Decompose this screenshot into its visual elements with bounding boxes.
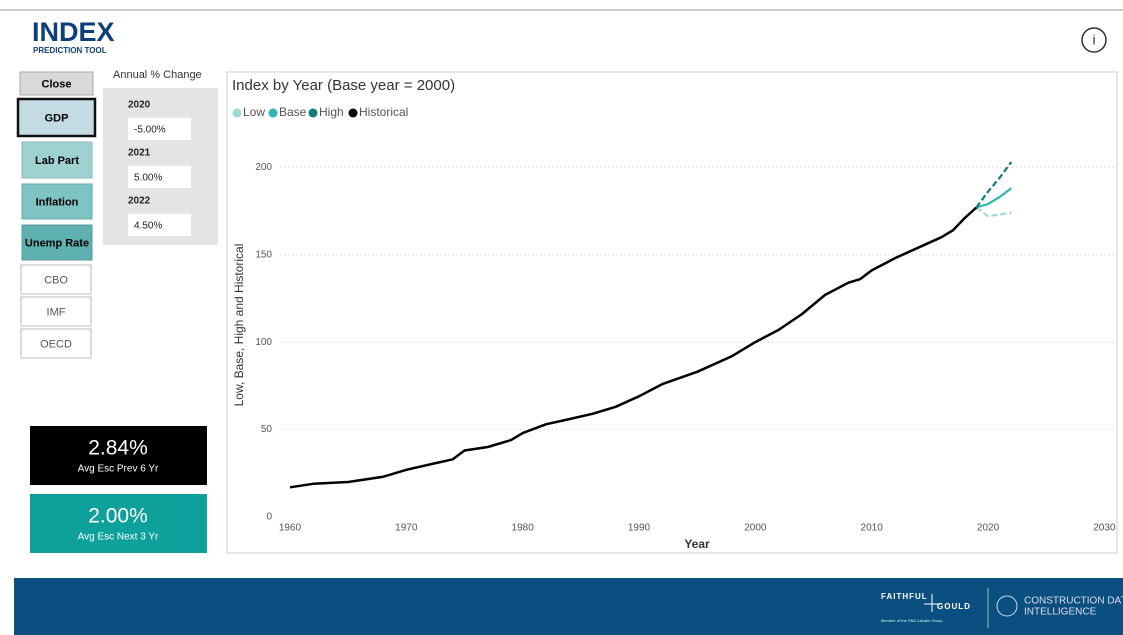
footer-brand: GOULD xyxy=(937,602,971,611)
button[interactable] xyxy=(20,264,92,295)
button-label: GDP xyxy=(45,112,69,124)
legend-marker xyxy=(232,108,242,118)
x-tick-label: 2000 xyxy=(744,523,767,534)
footer-brain-icon xyxy=(996,595,1018,617)
logo-sub: PREDICTION TOOL xyxy=(33,46,107,55)
x-tick-label: 2030 xyxy=(1093,523,1116,534)
y-tick-label: 200 xyxy=(255,162,272,173)
button[interactable] xyxy=(20,296,92,327)
x-tick-label: 1970 xyxy=(395,523,418,534)
x-tick-label: 1990 xyxy=(628,523,651,534)
legend-label: High xyxy=(319,105,344,119)
value-input[interactable] xyxy=(128,166,191,188)
button[interactable] xyxy=(21,224,93,261)
kpi-value: 2.00% xyxy=(88,505,148,528)
series-line xyxy=(975,206,1012,218)
value-input-text: 5.00% xyxy=(134,173,162,184)
button-label: OECD xyxy=(40,338,72,350)
info-icon-glyph: i xyxy=(1092,32,1095,48)
legend-marker xyxy=(348,108,358,118)
button-label: CBO xyxy=(44,274,68,286)
x-tick-label: 1980 xyxy=(512,523,535,534)
annual-title: Annual % Change xyxy=(113,69,202,81)
value-input-text: -5.00% xyxy=(134,125,166,136)
info-icon[interactable] xyxy=(1081,27,1107,53)
year-label: 2022 xyxy=(128,196,151,207)
footer-brand: CONSTRUCTION DATA xyxy=(1024,596,1123,607)
kpi-value: 2.84% xyxy=(88,437,148,460)
year-label: 2020 xyxy=(128,100,151,111)
y-tick-label: 0 xyxy=(266,512,272,523)
footer-note: Member of the SNC-Lavalin Group xyxy=(881,618,943,623)
kpi-card xyxy=(30,494,207,553)
button[interactable] xyxy=(19,71,94,96)
x-tick-label: 2010 xyxy=(861,523,884,534)
year-label: 2021 xyxy=(128,148,151,159)
series-line xyxy=(976,187,1012,209)
kpi-card xyxy=(30,426,207,485)
logo: INDEX xyxy=(32,17,115,47)
footer-brand: FAITHFUL xyxy=(881,592,928,601)
button-label: Lab Part xyxy=(35,155,79,167)
y-axis-label: Low, Base, High and Historical xyxy=(232,244,246,407)
value-input[interactable] xyxy=(128,214,191,236)
legend-label: Low xyxy=(243,105,265,119)
series-line xyxy=(975,161,1013,209)
footer xyxy=(14,578,1123,635)
legend-marker xyxy=(268,108,278,118)
value-input[interactable] xyxy=(128,118,191,140)
legend-label: Base xyxy=(279,105,307,119)
legend-marker xyxy=(308,108,318,118)
y-tick-label: 150 xyxy=(255,249,272,260)
series-line xyxy=(289,206,978,489)
footer-brand: INTELLIGENCE xyxy=(1024,607,1097,618)
button-label: Close xyxy=(42,78,72,90)
button[interactable] xyxy=(21,141,93,179)
button-label: Unemp Rate xyxy=(25,237,89,249)
button[interactable] xyxy=(20,328,92,359)
button-label: Inflation xyxy=(36,196,79,208)
x-tick-label: 1960 xyxy=(279,523,302,534)
button-label: IMF xyxy=(47,306,66,318)
x-axis-label: Year xyxy=(684,537,710,551)
legend-label: Historical xyxy=(359,105,408,119)
chart-title: Index by Year (Base year = 2000) xyxy=(232,77,455,94)
button[interactable] xyxy=(16,97,97,138)
x-tick-label: 2020 xyxy=(977,523,1000,534)
kpi-label: Avg Esc Prev 6 Yr xyxy=(78,464,159,475)
value-input-text: 4.50% xyxy=(134,221,162,232)
kpi-label: Avg Esc Next 3 Yr xyxy=(78,532,159,543)
chart-frame xyxy=(226,71,1118,554)
y-tick-label: 50 xyxy=(261,424,273,435)
footer-logo-mark xyxy=(924,594,940,612)
button[interactable] xyxy=(21,183,93,220)
y-tick-label: 100 xyxy=(255,337,272,348)
